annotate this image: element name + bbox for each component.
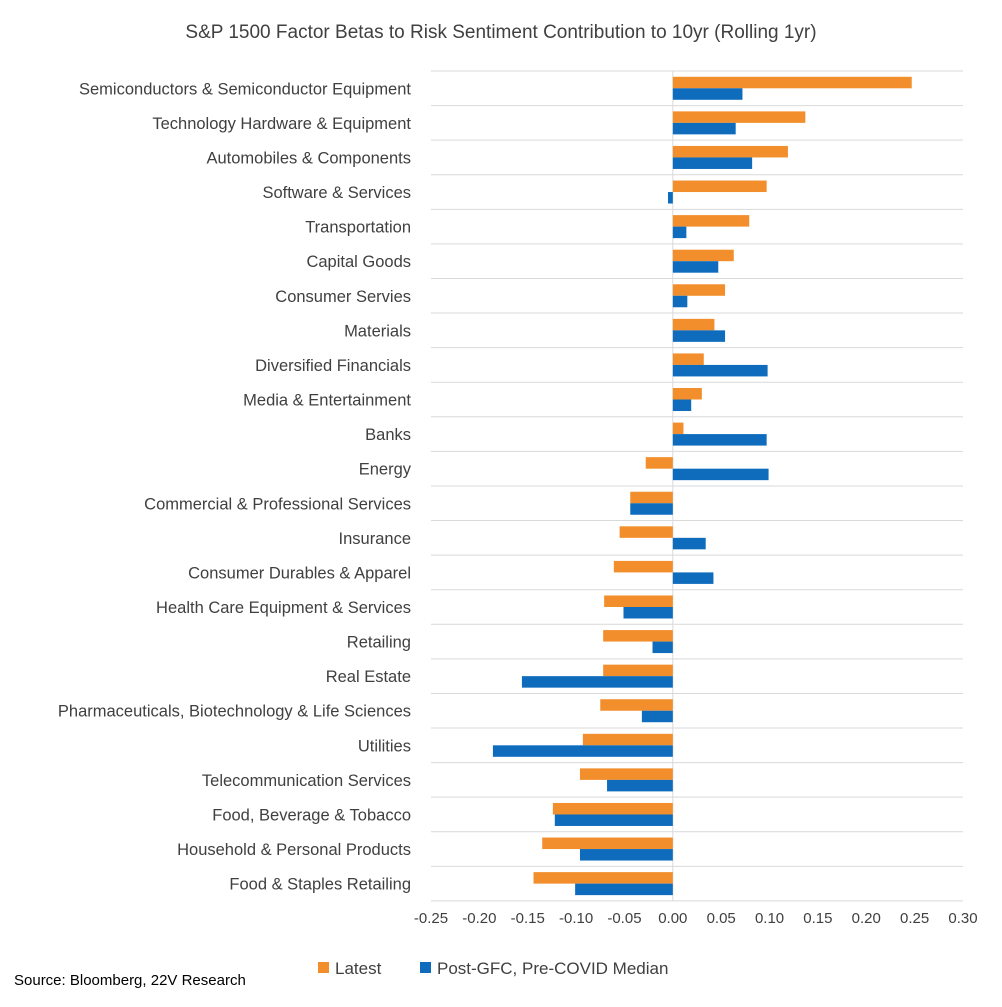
bar-latest [672,388,702,400]
bar-latest [604,595,673,607]
category-label: Technology Hardware & Equipment [152,115,411,133]
bar-post-gfc-median [672,572,714,584]
legend-label-post-gfc-median: Post-GFC, Pre-COVID Median [437,959,668,978]
category-label: Semiconductors & Semiconductor Equipment [79,80,411,98]
x-tick-label: 0.25 [900,910,929,927]
category-label: Retailing [347,634,411,652]
bar-post-gfc-median [672,295,688,308]
bar-latest [672,318,715,331]
category-label: Consumer Servies [275,288,411,306]
category-label: Utilities [358,737,411,755]
bar-post-gfc-median [672,261,719,273]
category-label: Energy [359,461,412,479]
bar-post-gfc-median [641,710,673,723]
x-tick-label: 0.00 [658,910,687,927]
category-labels: Semiconductors & Semiconductor Equipment… [58,80,412,893]
bar-latest [645,457,673,469]
bar-post-gfc-median [652,641,673,654]
x-tick-label: -0.20 [462,910,496,927]
bar-latest [672,249,734,262]
bar-latest [630,491,673,504]
bar-post-gfc-median [672,226,687,239]
bar-post-gfc-median [672,364,768,377]
category-label: Telecommunication Services [202,772,411,790]
bar-post-gfc-median [672,468,769,481]
bar-post-gfc-median [672,434,767,446]
legend: Latest Post-GFC, Pre-COVID Median [318,959,668,978]
category-label: Capital Goods [306,253,411,271]
category-label: Commercial & Professional Services [144,495,411,513]
bar-post-gfc-median [630,503,673,515]
bar-latest [672,422,684,435]
x-tick-label: 0.20 [852,910,881,927]
bar-post-gfc-median [554,814,673,826]
category-label: Automobiles & Components [206,149,411,167]
category-label: Insurance [339,530,411,548]
bar-latest [603,630,673,642]
chart-title: S&P 1500 Factor Betas to Risk Sentiment … [185,22,816,43]
x-tick-label: 0.30 [948,910,977,927]
category-label: Banks [365,426,411,444]
bar-latest [672,180,767,193]
category-label: Diversified Financials [255,357,411,375]
bar-post-gfc-median [575,883,673,896]
bar-post-gfc-median [672,537,706,550]
x-tick-label: -0.25 [414,910,448,927]
bar-latest [579,768,673,780]
bars [492,76,912,896]
category-label: Household & Personal Products [177,841,411,859]
bar-latest [613,560,673,573]
x-tick-label: -0.05 [607,910,641,927]
category-label: Food, Beverage & Tobacco [212,806,411,824]
legend-swatch-latest [318,962,329,973]
legend-label-latest: Latest [335,959,382,978]
category-label: Food & Staples Retailing [229,876,411,894]
bar-latest [672,215,750,227]
category-label: Real Estate [326,668,411,686]
bar-post-gfc-median [492,745,673,757]
bar-post-gfc-median [672,330,726,342]
bar-latest [533,872,673,884]
bar-post-gfc-median [672,157,753,169]
bar-latest [619,526,673,538]
bar-post-gfc-median [579,849,673,861]
bar-latest [582,733,673,746]
category-label: Media & Entertainment [243,392,411,410]
bar-latest [603,664,673,677]
source-note: Source: Bloomberg, 22V Research [14,972,246,989]
bar-latest [552,802,673,815]
category-label: Health Care Equipment & Services [156,599,411,617]
bar-latest [672,76,912,89]
bar-post-gfc-median [672,88,743,100]
bar-latest [672,111,806,123]
bar-post-gfc-median [672,399,692,412]
bar-latest [672,284,726,296]
x-tick-label: -0.15 [511,910,545,927]
x-tick-label: 0.15 [803,910,832,927]
bar-post-gfc-median [607,779,673,792]
bar-post-gfc-median [521,676,673,688]
x-tick-label: -0.10 [559,910,593,927]
x-tick-label: 0.10 [755,910,784,927]
bar-post-gfc-median [623,606,673,619]
bar-latest [600,699,673,711]
category-label: Materials [344,322,411,340]
bar-post-gfc-median [672,122,736,135]
gridlines [431,70,963,902]
x-tick-label: 0.05 [707,910,736,927]
category-label: Transportation [305,219,411,237]
bar-latest [672,353,704,365]
category-label: Software & Services [262,184,411,202]
category-label: Consumer Durables & Apparel [188,564,411,582]
bar-latest [672,145,788,158]
x-axis-ticks: -0.25 -0.20 -0.15 -0.10 -0.05 0.00 0.05 0.10 0.1… [414,910,978,927]
bar-latest [542,837,673,850]
legend-swatch-post-gfc-median [420,962,431,973]
bar-post-gfc-median [667,192,673,204]
category-label: Pharmaceuticals, Biotechnology & Life Sc… [58,703,411,721]
